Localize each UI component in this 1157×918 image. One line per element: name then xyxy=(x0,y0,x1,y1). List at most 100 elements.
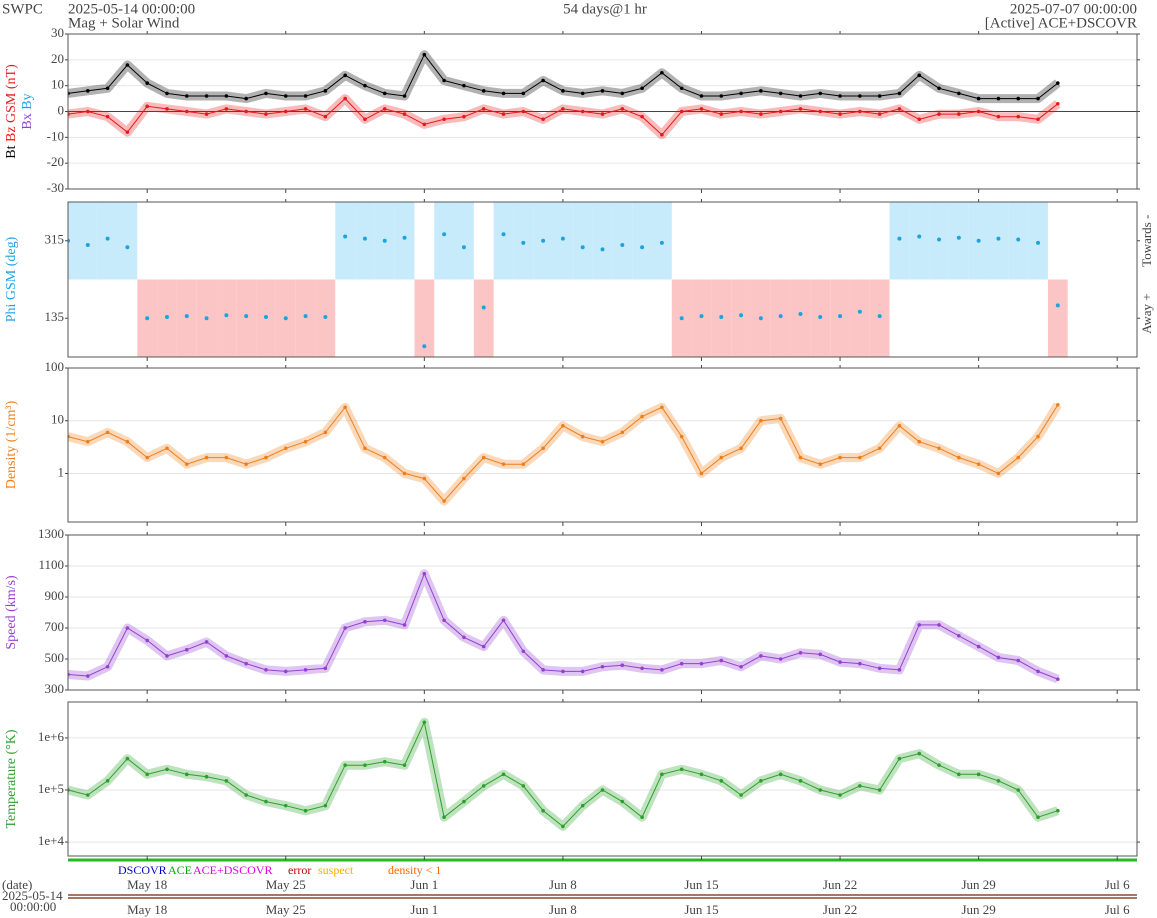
data-point xyxy=(204,112,209,116)
data-point xyxy=(739,109,743,114)
data-point xyxy=(402,112,407,116)
data-point xyxy=(541,78,545,83)
data-point xyxy=(1036,669,1040,674)
data-point xyxy=(204,774,209,779)
data-point xyxy=(442,232,447,237)
right-label: Away + xyxy=(1139,293,1154,333)
data-point xyxy=(937,86,941,91)
y-axis-label-part: Speed (km/s) xyxy=(4,575,19,650)
data-point xyxy=(858,455,862,460)
sector-bar xyxy=(216,279,237,357)
data-point xyxy=(462,635,466,640)
data-point xyxy=(461,245,466,250)
data-point xyxy=(422,52,427,57)
data-point xyxy=(244,314,249,319)
data-point xyxy=(600,247,605,252)
data-point xyxy=(501,232,506,237)
data-point xyxy=(303,439,308,444)
data-point xyxy=(244,793,248,797)
data-point xyxy=(600,439,605,444)
series-line xyxy=(68,572,1058,680)
y-tick-label: 10 xyxy=(51,412,64,427)
data-point xyxy=(85,793,90,797)
sector-bar xyxy=(335,202,356,280)
data-point xyxy=(145,772,149,777)
data-point xyxy=(125,245,130,250)
data-point xyxy=(501,618,506,623)
y-tick-label: 10 xyxy=(51,77,64,92)
data-point xyxy=(85,109,90,114)
data-point xyxy=(917,439,922,444)
y-tick-label: -30 xyxy=(47,180,64,195)
data-point xyxy=(264,91,268,96)
sector-bar xyxy=(97,202,118,280)
sector-bar xyxy=(948,202,969,280)
data-point xyxy=(125,130,130,134)
sector-bar xyxy=(68,202,78,280)
data-point xyxy=(679,767,684,772)
data-point xyxy=(877,94,882,98)
y-tick-label: 700 xyxy=(45,619,65,634)
data-point xyxy=(323,314,328,319)
x-tick-label: May 18 xyxy=(127,902,167,917)
data-point xyxy=(917,117,922,122)
data-point xyxy=(620,243,625,248)
data-point xyxy=(561,669,565,674)
data-point xyxy=(858,661,862,666)
data-point xyxy=(1056,81,1060,85)
data-point xyxy=(838,112,842,116)
source: [Active] ACE+DSCOVR xyxy=(985,15,1137,31)
data-point xyxy=(1016,788,1021,792)
sector-bar xyxy=(869,279,890,357)
data-point xyxy=(620,799,625,804)
data-point xyxy=(85,243,90,248)
data-point xyxy=(85,674,90,678)
data-point xyxy=(283,446,288,451)
data-point xyxy=(422,476,427,481)
data-point xyxy=(1016,658,1021,663)
source-legend: DSCOVR xyxy=(118,863,167,877)
data-point xyxy=(699,107,704,111)
data-point xyxy=(679,661,684,666)
series-envelope xyxy=(68,569,1060,684)
x-tick-label: Jun 15 xyxy=(684,902,718,917)
data-point xyxy=(363,83,367,88)
y-tick-label: 135 xyxy=(45,309,65,324)
data-point xyxy=(184,772,189,777)
data-point xyxy=(303,808,308,813)
data-point xyxy=(580,434,585,439)
data-point xyxy=(303,94,308,98)
data-point xyxy=(263,314,268,319)
data-point xyxy=(402,471,407,476)
data-point xyxy=(818,652,823,657)
y-axis-label-part: Bz GSM (nT) xyxy=(4,64,19,142)
data-point xyxy=(343,763,347,767)
data-point xyxy=(541,238,546,243)
data-point xyxy=(937,446,941,451)
y-tick-label: 1100 xyxy=(38,557,64,572)
data-point xyxy=(105,114,110,119)
data-point xyxy=(442,815,446,820)
y-axis-label: Density (1/cm³) xyxy=(4,400,19,489)
data-point xyxy=(561,824,565,829)
data-point xyxy=(264,455,268,460)
y-axis-label-part: Phi GSM (deg) xyxy=(4,236,19,322)
source-legend: ACE+DSCOVR xyxy=(193,863,272,877)
data-point xyxy=(956,235,961,240)
data-point xyxy=(660,772,664,777)
data-point xyxy=(798,311,803,316)
panel-plot xyxy=(68,202,1068,357)
data-point xyxy=(580,245,585,250)
sector-bar xyxy=(1028,202,1048,280)
sector-bar xyxy=(790,279,811,357)
x-tick-label: Jun 29 xyxy=(961,902,995,917)
data-point xyxy=(996,471,1001,476)
subtitle: Mag + Solar Wind xyxy=(68,15,180,31)
source-legend: error xyxy=(288,863,311,877)
data-point xyxy=(1036,96,1040,101)
data-point xyxy=(838,660,842,664)
data-point xyxy=(204,316,209,321)
data-point xyxy=(402,623,407,627)
y-axis-label: Bx By xyxy=(20,93,35,129)
data-point xyxy=(778,772,783,777)
